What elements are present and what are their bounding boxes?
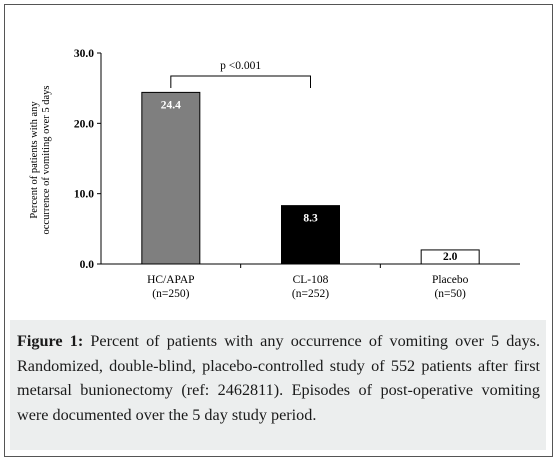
y-axis-title: Percent of patients with any occurrence … <box>29 86 52 235</box>
bar-value-label: 24.4 <box>161 99 181 111</box>
figure-caption: Figure 1: Percent of patients with any o… <box>10 320 546 450</box>
bar-value-label: 8.3 <box>303 213 318 225</box>
significance-bracket <box>170 75 311 88</box>
x-category-label: HC/APAP <box>147 274 195 286</box>
bar-value-label: 2.0 <box>443 251 458 263</box>
y-tick-label: 20.0 <box>74 118 94 130</box>
x-category-label: CL-108 <box>293 274 329 286</box>
y-tick-label: 0.0 <box>80 259 95 271</box>
bar-hc-apap <box>141 91 201 265</box>
bar-cl-108 <box>281 205 340 265</box>
x-category-n: (n=50) <box>434 288 466 300</box>
x-category-n: (n=250) <box>152 288 189 300</box>
caption-text: Percent of patients with any occurrence … <box>17 332 541 424</box>
significance-label: p <0.001 <box>220 60 261 72</box>
y-axis-title-line2: occurrence of vomiting over 5 days <box>41 86 52 235</box>
y-axis-title-line1: Percent of patients with any <box>29 101 40 219</box>
plot-area: 0.0 10.0 20.0 30.0 24.4 HC/APAP (n=250) 8.3 CL-1… <box>74 48 520 300</box>
y-tick-label: 10.0 <box>74 189 94 201</box>
x-category-label: Placebo <box>432 274 469 286</box>
y-tick-label: 30.0 <box>74 48 94 60</box>
bar-chart: Percent of patients with any occurrence … <box>29 48 520 300</box>
x-category-n: (n=252) <box>292 288 329 300</box>
caption-label: Figure 1: <box>17 332 84 350</box>
bar-placebo <box>420 249 480 265</box>
